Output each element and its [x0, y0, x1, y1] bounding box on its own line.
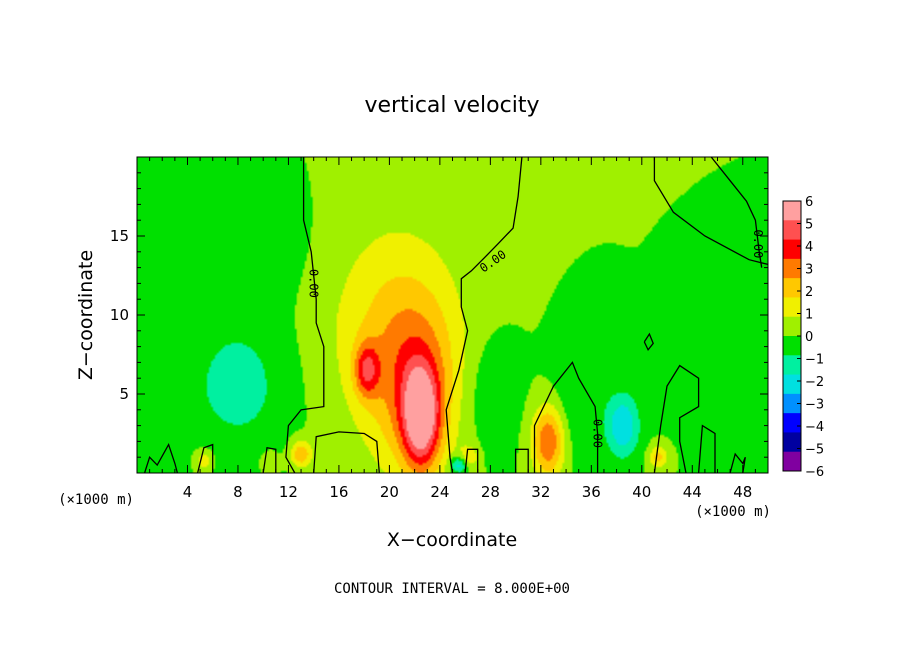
colorbar-swatch	[783, 432, 801, 453]
colorbar-label: 1	[805, 308, 813, 323]
contour-label: 0.00	[307, 269, 321, 298]
contour-line	[285, 157, 325, 473]
x-tick-label: 28	[481, 483, 500, 501]
y-tick-label: 15	[110, 227, 129, 245]
colorbar-label: −3	[805, 398, 824, 413]
colorbar-swatch	[783, 220, 801, 241]
contour-line	[653, 157, 768, 266]
colorbar-label: −1	[805, 353, 824, 368]
contour-interval-footer: CONTOUR INTERVAL = 8.000E+00	[334, 581, 570, 597]
plot-area: 0.000.000.000.00	[136, 156, 769, 474]
colorbar-label: −2	[805, 375, 824, 390]
x-axis-label: X−coordinate	[387, 529, 517, 551]
colorbar-swatch	[783, 336, 801, 356]
x-unit-right: (×1000 m)	[695, 504, 771, 520]
contour-line	[653, 364, 700, 473]
colorbar-swatch	[783, 451, 801, 472]
x-tick-label: 36	[582, 483, 601, 501]
contour-label-group: 0.00	[751, 229, 765, 258]
y-axis: 5 10 15	[110, 172, 768, 458]
contour-line	[729, 452, 746, 473]
contour-line	[262, 446, 277, 473]
contour-label: 0.00	[751, 229, 765, 258]
colorbar-label: −5	[805, 443, 824, 458]
x-tick-label: 32	[531, 483, 550, 501]
y-axis-label: Z−coordinate	[75, 250, 97, 380]
contour-line	[313, 431, 380, 473]
y-tick-label: 10	[110, 306, 129, 324]
colorbar-swatch	[783, 258, 801, 279]
contour-label-group: 0.00	[591, 419, 605, 448]
x-tick-label: 20	[380, 483, 399, 501]
colorbar-swatch	[783, 413, 801, 433]
colorbar-label: 4	[805, 240, 813, 255]
colorbar-label: 0	[805, 330, 813, 345]
colorbar-label: 3	[805, 263, 813, 278]
colorbar-swatch	[783, 297, 801, 318]
colorbar-swatch	[783, 278, 801, 298]
x-unit-left: (×1000 m)	[58, 492, 134, 508]
y-tick-label: 5	[119, 385, 129, 403]
x-tick-label: 44	[683, 483, 702, 501]
contour-line	[445, 157, 523, 473]
colorbar: 6 5 4 3 2 1 0 −1 −2 −3 −4 −5 −6	[782, 195, 824, 480]
x-tick-label: 24	[430, 483, 449, 501]
x-tick-label: 48	[733, 483, 752, 501]
contour-line	[533, 361, 599, 473]
colorbar-swatch	[783, 239, 801, 260]
contour-line	[710, 157, 763, 268]
x-tick-label: 4	[183, 483, 193, 501]
colorbar-label: −4	[805, 420, 824, 435]
colorbar-label: 6	[805, 195, 813, 210]
colorbar-swatch	[783, 393, 801, 414]
contour-line	[143, 442, 179, 473]
x-tick-label: 8	[233, 483, 243, 501]
x-tick-label: 12	[279, 483, 298, 501]
colorbar-swatch	[783, 316, 801, 337]
colorbar-swatch	[783, 374, 801, 395]
colorbar-swatch	[783, 355, 801, 376]
contour-line	[196, 443, 214, 473]
colorbar-label: 2	[805, 285, 813, 300]
colorbar-swatch	[783, 201, 801, 221]
chart-title: vertical velocity	[364, 93, 539, 118]
contour-line	[464, 448, 479, 473]
contour-label-group: 0.00	[307, 269, 321, 298]
contour-line	[697, 424, 716, 473]
x-axis: 4 8 12 16 20 24 28 32 36 40 44 48	[149, 157, 756, 501]
heatmap-field	[137, 157, 768, 473]
colorbar-label: 5	[805, 218, 813, 233]
x-tick-label: 16	[329, 483, 348, 501]
x-tick-label: 40	[632, 483, 651, 501]
contour-line	[643, 332, 654, 352]
contour-label: 0.00	[591, 419, 605, 448]
contour-line	[514, 448, 529, 473]
colorbar-label: −6	[805, 465, 824, 480]
